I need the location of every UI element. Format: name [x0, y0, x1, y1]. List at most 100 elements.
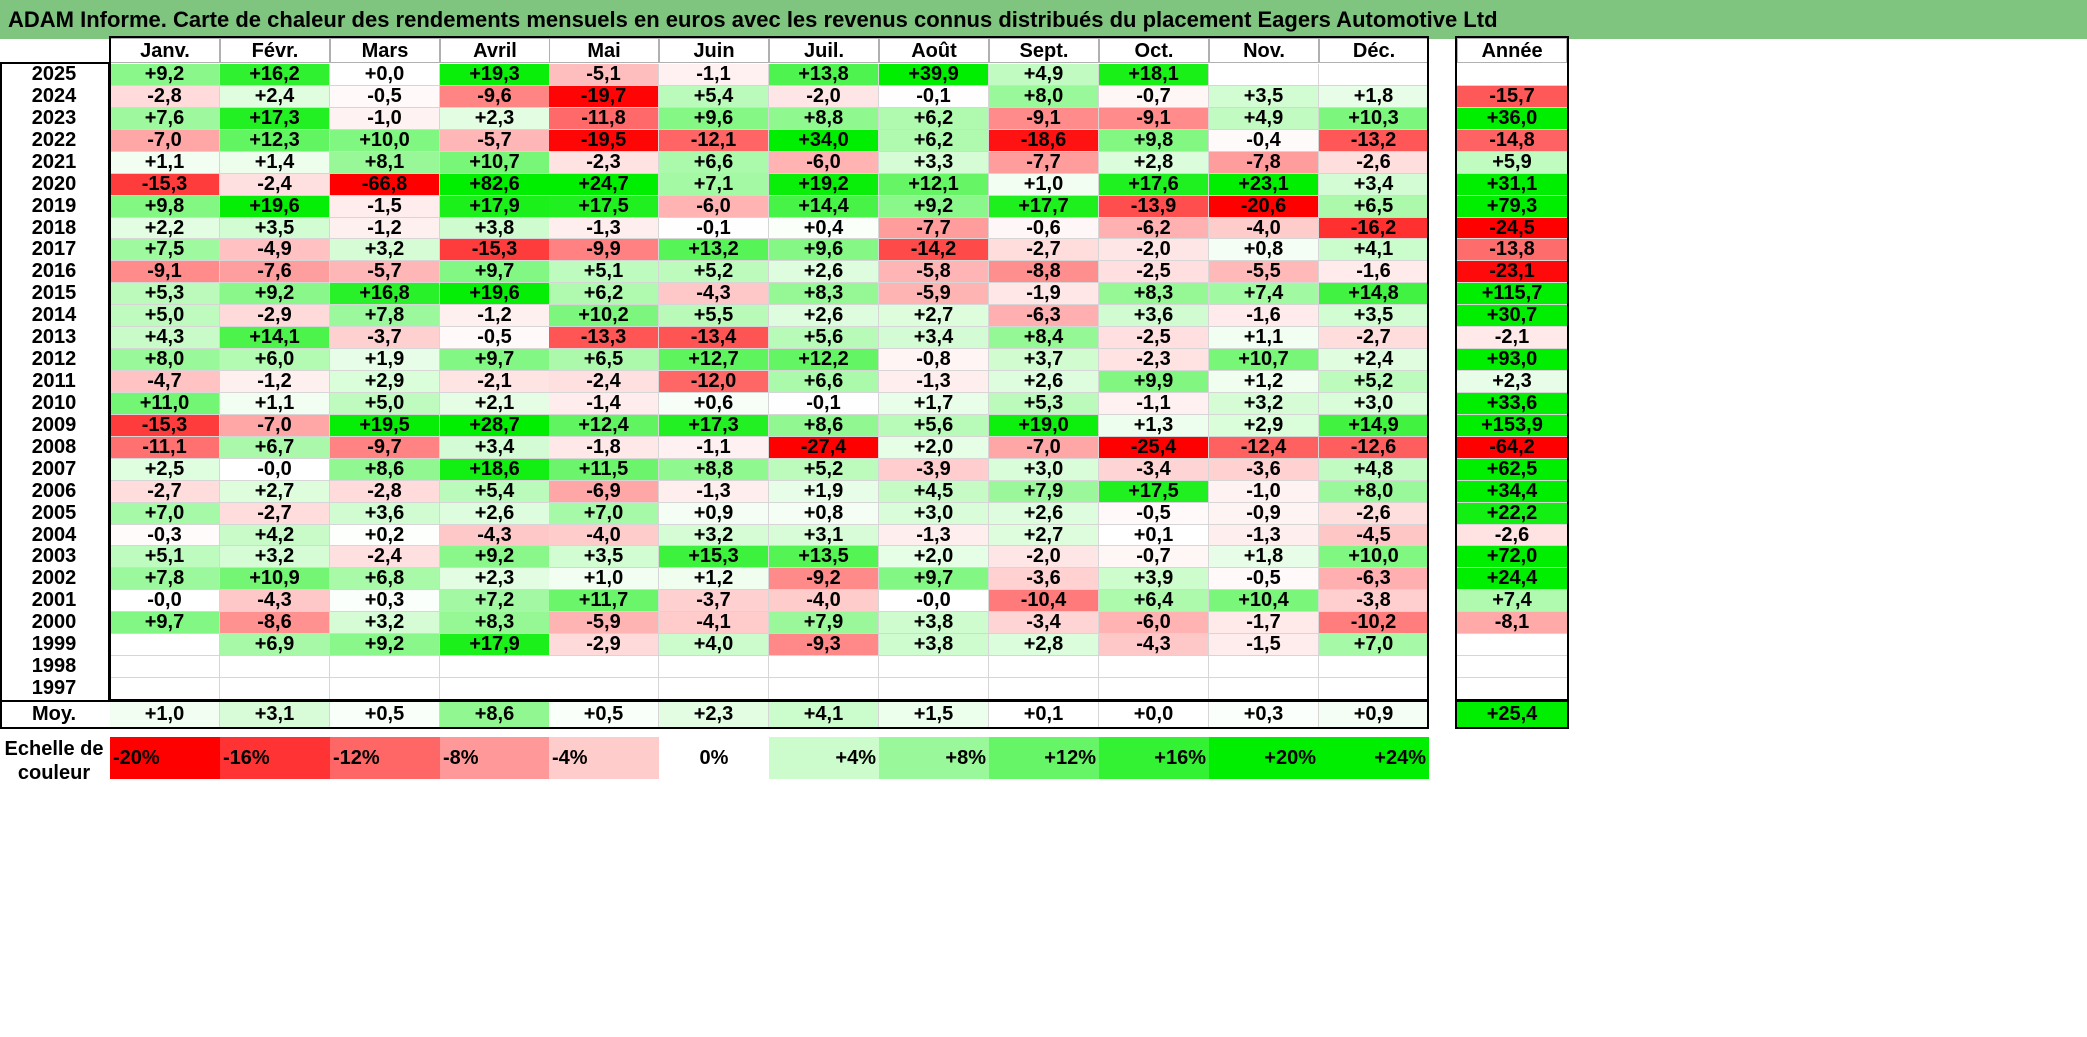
heatmap-cell: -15,3	[110, 173, 220, 196]
heatmap-cell: +1,4	[220, 151, 330, 174]
heatmap-cell	[110, 656, 220, 679]
heatmap-cell: +6,5	[549, 349, 659, 371]
heatmap-cell: -1,8	[549, 436, 659, 459]
month-header: Mars	[330, 38, 440, 63]
heatmap-cell: +8,3	[769, 283, 879, 306]
heatmap-cell: -7,6	[220, 261, 330, 284]
heatmap-cell: +11,7	[549, 590, 659, 613]
annual-cell	[1457, 678, 1567, 700]
heatmap-cell: +17,9	[440, 195, 550, 218]
heatmap-cell: +10,7	[440, 151, 550, 174]
heatmap-cell: -11,8	[549, 107, 659, 130]
heatmap-cell: +8,3	[1099, 283, 1209, 306]
heatmap-cell: -2,0	[1099, 239, 1209, 262]
heatmap-cell: -9,3	[769, 634, 879, 657]
heatmap-cell: -2,1	[440, 371, 550, 393]
heatmap-cell: +3,5	[220, 217, 330, 240]
month-header: Juil.	[769, 38, 879, 63]
heatmap-cell: +6,9	[220, 634, 330, 657]
heatmap-cell: -7,8	[1209, 151, 1319, 174]
annual-cell: -14,8	[1457, 129, 1567, 152]
row-year-label: 2015	[31, 283, 77, 305]
heatmap-cell: -1,2	[220, 371, 330, 393]
heatmap-cell	[220, 678, 330, 700]
month-header: Oct.	[1099, 38, 1209, 63]
avg-cell: +0,0	[1099, 702, 1209, 727]
heatmap-cell: +3,2	[220, 546, 330, 569]
heatmap-cell: -2,8	[330, 480, 440, 503]
row-year-label: 2016	[31, 261, 77, 283]
row-year-label: 2014	[31, 305, 77, 327]
heatmap-cell: +7,8	[330, 305, 440, 328]
annual-cell: +22,2	[1457, 502, 1567, 525]
avg-cell: +4,1	[769, 702, 879, 727]
annual-cell: +5,9	[1457, 151, 1567, 174]
heatmap-cell	[220, 656, 330, 679]
heatmap-cell: -2,9	[220, 305, 330, 328]
heatmap-cell: +12,3	[220, 129, 330, 152]
heatmap-cell: +5,2	[769, 458, 879, 481]
heatmap-cell: -11,1	[110, 436, 220, 459]
month-header: Nov.	[1209, 38, 1319, 63]
row-year-label: 2003	[31, 546, 77, 568]
heatmap-cell: -2,7	[220, 502, 330, 525]
heatmap-cell: +17,3	[659, 414, 769, 437]
heatmap-cell: +17,7	[989, 195, 1099, 218]
heatmap-cell: +7,8	[110, 568, 220, 591]
heatmap-cell	[989, 656, 1099, 679]
scale-cell: +16%	[1099, 737, 1209, 779]
heatmap-cell: +0,2	[330, 524, 440, 547]
heatmap-cell	[1209, 678, 1319, 700]
heatmap-cell: -3,7	[659, 590, 769, 613]
annual-cell: -13,8	[1457, 239, 1567, 262]
heatmap-cell: +2,0	[879, 546, 989, 569]
annual-cell: -64,2	[1457, 436, 1567, 459]
heatmap-cell: +3,4	[1319, 173, 1429, 196]
heatmap-cell	[1319, 64, 1429, 86]
chart-title: ADAM Informe. Carte de chaleur des rende…	[0, 0, 2087, 39]
month-header: Sept.	[989, 38, 1099, 63]
heatmap-cell: +6,5	[1319, 195, 1429, 218]
scale-cell: +12%	[989, 737, 1099, 779]
heatmap-cell: +5,6	[879, 414, 989, 437]
avg-cell: +0,1	[989, 702, 1099, 727]
heatmap-cell: +0,8	[1209, 239, 1319, 262]
heatmap-cell: +2,6	[440, 502, 550, 525]
heatmap-cell: -2,8	[110, 85, 220, 108]
heatmap-cell: -4,0	[549, 524, 659, 547]
row-year-label: 1998	[31, 656, 77, 678]
heatmap-cell: +4,2	[220, 524, 330, 547]
heatmap-cell: +1,7	[879, 392, 989, 415]
heatmap-cell: -3,9	[879, 458, 989, 481]
annual-cell: +2,3	[1457, 371, 1567, 393]
heatmap-cell: +2,6	[989, 371, 1099, 393]
heatmap-cell: -2,7	[110, 480, 220, 503]
heatmap-cell: +1,1	[1209, 327, 1319, 350]
row-year-label: 1999	[31, 634, 77, 656]
heatmap-cell: +5,3	[110, 283, 220, 306]
heatmap-cell: +0,8	[769, 502, 879, 525]
row-year-label: 2017	[31, 239, 77, 261]
heatmap-cell: +2,8	[1099, 151, 1209, 174]
scale-cell: 0%	[659, 737, 769, 779]
heatmap-cell: +10,4	[1209, 590, 1319, 613]
heatmap-cell: -1,2	[330, 217, 440, 240]
heatmap-cell	[440, 656, 550, 679]
heatmap-cell: -0,7	[1099, 85, 1209, 108]
heatmap-cell: -10,2	[1319, 612, 1429, 635]
annual-cell: +31,1	[1457, 173, 1567, 196]
heatmap-cell	[440, 678, 550, 700]
heatmap-cell: -1,1	[659, 436, 769, 459]
heatmap-cell: -7,0	[989, 436, 1099, 459]
heatmap-cell: +14,8	[1319, 283, 1429, 306]
heatmap-cell: -0,7	[1099, 546, 1209, 569]
heatmap-cell: +3,0	[1319, 392, 1429, 415]
heatmap-cell: +7,2	[440, 590, 550, 613]
heatmap-cell	[659, 678, 769, 700]
row-year-label: 2001	[31, 590, 77, 612]
heatmap-cell: +4,9	[1209, 107, 1319, 130]
heatmap-cell: +2,2	[110, 217, 220, 240]
heatmap-cell: +8,6	[769, 414, 879, 437]
heatmap-cell: +9,2	[220, 283, 330, 306]
heatmap-cell: -19,7	[549, 85, 659, 108]
